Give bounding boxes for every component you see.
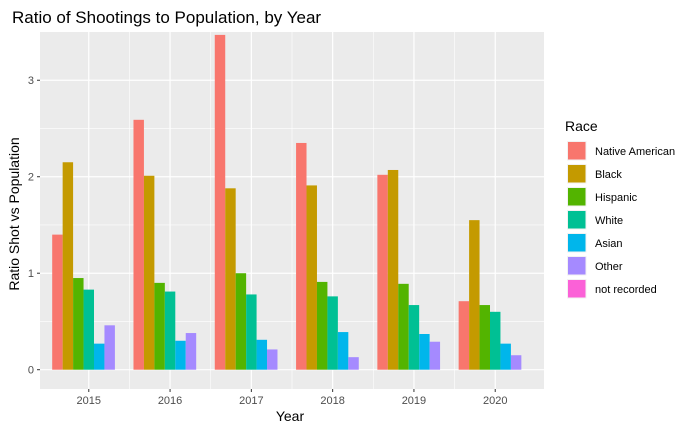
bar xyxy=(185,333,197,370)
bar xyxy=(104,325,115,370)
bar xyxy=(83,289,94,370)
legend-key xyxy=(568,142,586,160)
bar xyxy=(214,34,226,370)
bar xyxy=(143,175,155,370)
bar xyxy=(510,355,522,370)
x-axis-label: Year xyxy=(276,408,305,424)
bar xyxy=(225,188,236,370)
bar xyxy=(296,142,307,370)
bars xyxy=(52,34,522,370)
major-gridlines xyxy=(40,32,544,389)
bar xyxy=(337,332,349,370)
legend-label: Other xyxy=(595,261,623,273)
bar xyxy=(154,282,165,370)
legend-label: Hispanic xyxy=(595,192,638,204)
legend-label: White xyxy=(595,215,623,227)
bar xyxy=(429,341,441,370)
legend-label: Black xyxy=(595,169,622,181)
legend-label: not recorded xyxy=(595,284,657,296)
y-axis-label: Ratio Shot vs Population xyxy=(6,137,22,290)
legend-key xyxy=(568,280,586,298)
legend-title: Race xyxy=(565,118,598,134)
bar xyxy=(62,162,74,370)
bar xyxy=(500,343,511,370)
bar xyxy=(377,174,388,370)
legend-key xyxy=(568,188,586,206)
legend-items: Native American Black Hispanic White Asian Ot… xyxy=(567,141,675,299)
bar xyxy=(94,343,105,370)
bar xyxy=(469,220,480,370)
bar xyxy=(52,234,63,370)
legend-key xyxy=(568,165,586,183)
legend-label: Native American xyxy=(595,146,675,158)
legend-key xyxy=(568,257,586,275)
bar xyxy=(267,349,278,370)
bar xyxy=(327,296,338,370)
bar xyxy=(490,311,501,370)
legend: Race Native American Black Hispanic White As… xyxy=(565,118,675,299)
bar xyxy=(398,283,409,370)
minor-gridlines xyxy=(40,32,544,389)
x-tick-label: 2018 xyxy=(320,395,344,407)
bar xyxy=(256,339,268,370)
bar xyxy=(235,273,247,370)
y-axis: 0 1 2 3 xyxy=(28,75,40,377)
bar xyxy=(175,340,186,370)
x-tick-label: 2019 xyxy=(402,395,426,407)
bar xyxy=(316,281,328,370)
bar xyxy=(479,305,490,370)
y-tick-label: 2 xyxy=(28,172,34,184)
bar xyxy=(164,291,176,370)
x-tick-label: 2020 xyxy=(483,395,507,407)
y-tick-label: 0 xyxy=(28,365,34,377)
bar xyxy=(73,278,84,370)
bar xyxy=(348,357,359,370)
bar xyxy=(306,185,317,370)
x-axis: 2015 2016 2017 2018 2019 2020 xyxy=(77,389,507,407)
y-tick-label: 3 xyxy=(28,75,34,87)
bar xyxy=(246,294,257,370)
legend-label: Asian xyxy=(595,238,623,250)
bar xyxy=(133,119,144,370)
chart-title: Ratio of Shootings to Population, by Yea… xyxy=(12,8,321,27)
y-tick-label: 1 xyxy=(28,268,34,280)
legend-key xyxy=(568,211,586,229)
bar xyxy=(419,334,430,370)
bar xyxy=(387,169,399,370)
bar xyxy=(408,305,420,370)
bar xyxy=(458,301,470,370)
x-tick-label: 2015 xyxy=(77,395,101,407)
x-tick-label: 2017 xyxy=(239,395,263,407)
legend-key xyxy=(568,234,586,252)
x-tick-label: 2016 xyxy=(158,395,182,407)
